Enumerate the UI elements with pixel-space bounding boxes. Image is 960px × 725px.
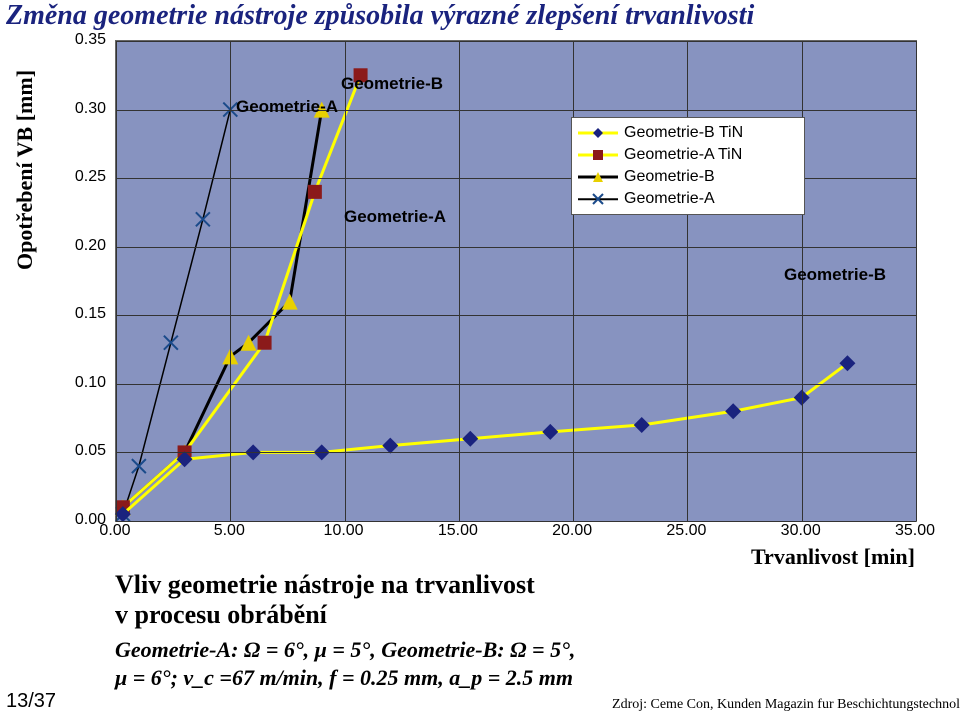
y-tick-label: 0.15: [75, 305, 106, 323]
y-axis-label: Opotřebení VB [mm]: [12, 70, 38, 270]
legend-item: Geometrie-B TiN: [578, 122, 798, 144]
page-number: 13/37: [6, 690, 56, 713]
chart-annotation: Geometrie-A: [236, 97, 338, 117]
params-line1: Geometrie-A: Ω = 6°, μ = 5°, Geometrie-B…: [115, 637, 575, 662]
y-tick-label: 0.10: [75, 374, 106, 392]
y-ticks: 0.000.050.100.150.200.250.300.35: [60, 40, 110, 520]
x-axis-label: Trvanlivost [min]: [751, 544, 915, 570]
chart-subtitle-line2: v procesu obrábění: [115, 600, 327, 630]
x-tick-label: 35.00: [895, 522, 935, 540]
y-tick-label: 0.30: [75, 100, 106, 118]
chart-plot-area: Geometrie-B TiN Geometrie-A TiN Geometrie-…: [115, 40, 917, 522]
y-tick-label: 0.25: [75, 168, 106, 186]
legend-label: Geometrie-B: [624, 168, 715, 186]
chart-parameters: Geometrie-A: Ω = 6°, μ = 5°, Geometrie-B…: [115, 636, 575, 691]
legend-label: Geometrie-B TiN: [624, 124, 743, 142]
legend-item: Geometrie-A: [578, 188, 798, 210]
y-tick-label: 0.05: [75, 442, 106, 460]
x-ticks: 0.005.0010.0015.0020.0025.0030.0035.00: [115, 522, 915, 546]
x-tick-label: 20.00: [552, 522, 592, 540]
chart-legend: Geometrie-B TiN Geometrie-A TiN Geometrie-…: [571, 117, 805, 215]
y-tick-label: 0.20: [75, 237, 106, 255]
legend-label: Geometrie-A TiN: [624, 146, 742, 164]
x-tick-label: 25.00: [666, 522, 706, 540]
legend-item: Geometrie-B: [578, 166, 798, 188]
x-tick-label: 5.00: [214, 522, 245, 540]
chart-annotation: Geometrie-A: [344, 207, 446, 227]
legend-item: Geometrie-A TiN: [578, 144, 798, 166]
chart-subtitle-line1: Vliv geometrie nástroje na trvanlivost: [115, 570, 535, 600]
page-title: Změna geometrie nástroje způsobila výraz…: [6, 0, 754, 32]
chart-annotation: Geometrie-B: [341, 74, 443, 94]
chart-annotation: Geometrie-B: [784, 265, 886, 285]
x-tick-label: 10.00: [324, 522, 364, 540]
x-tick-label: 0.00: [99, 522, 130, 540]
source-citation: Zdroj: Ceme Con, Kunden Magazin fur Besc…: [612, 697, 960, 713]
legend-label: Geometrie-A: [624, 190, 715, 208]
params-line2: μ = 6°; v_c =67 m/min, f = 0.25 mm, a_p …: [115, 665, 573, 690]
x-tick-label: 15.00: [438, 522, 478, 540]
y-tick-label: 0.35: [75, 31, 106, 49]
x-tick-label: 30.00: [781, 522, 821, 540]
